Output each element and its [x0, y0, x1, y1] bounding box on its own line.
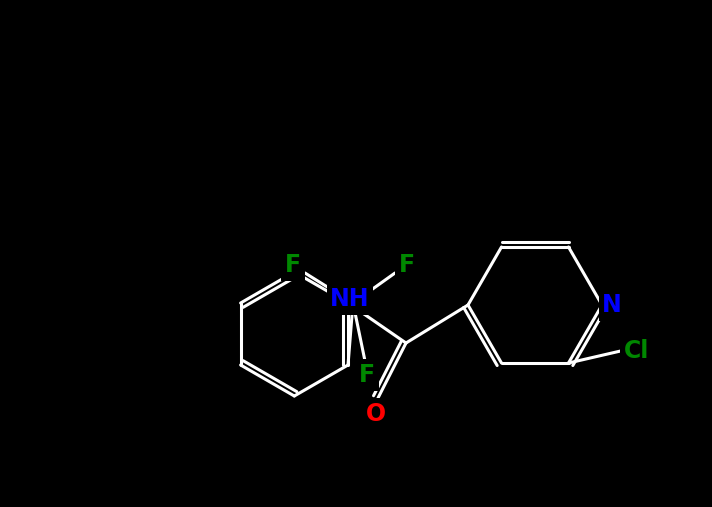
- Text: O: O: [366, 402, 386, 426]
- Text: NH: NH: [330, 287, 370, 311]
- Text: F: F: [399, 253, 415, 277]
- Text: F: F: [285, 253, 301, 277]
- Text: N: N: [602, 293, 622, 317]
- Text: Cl: Cl: [624, 339, 649, 363]
- Text: F: F: [359, 363, 375, 387]
